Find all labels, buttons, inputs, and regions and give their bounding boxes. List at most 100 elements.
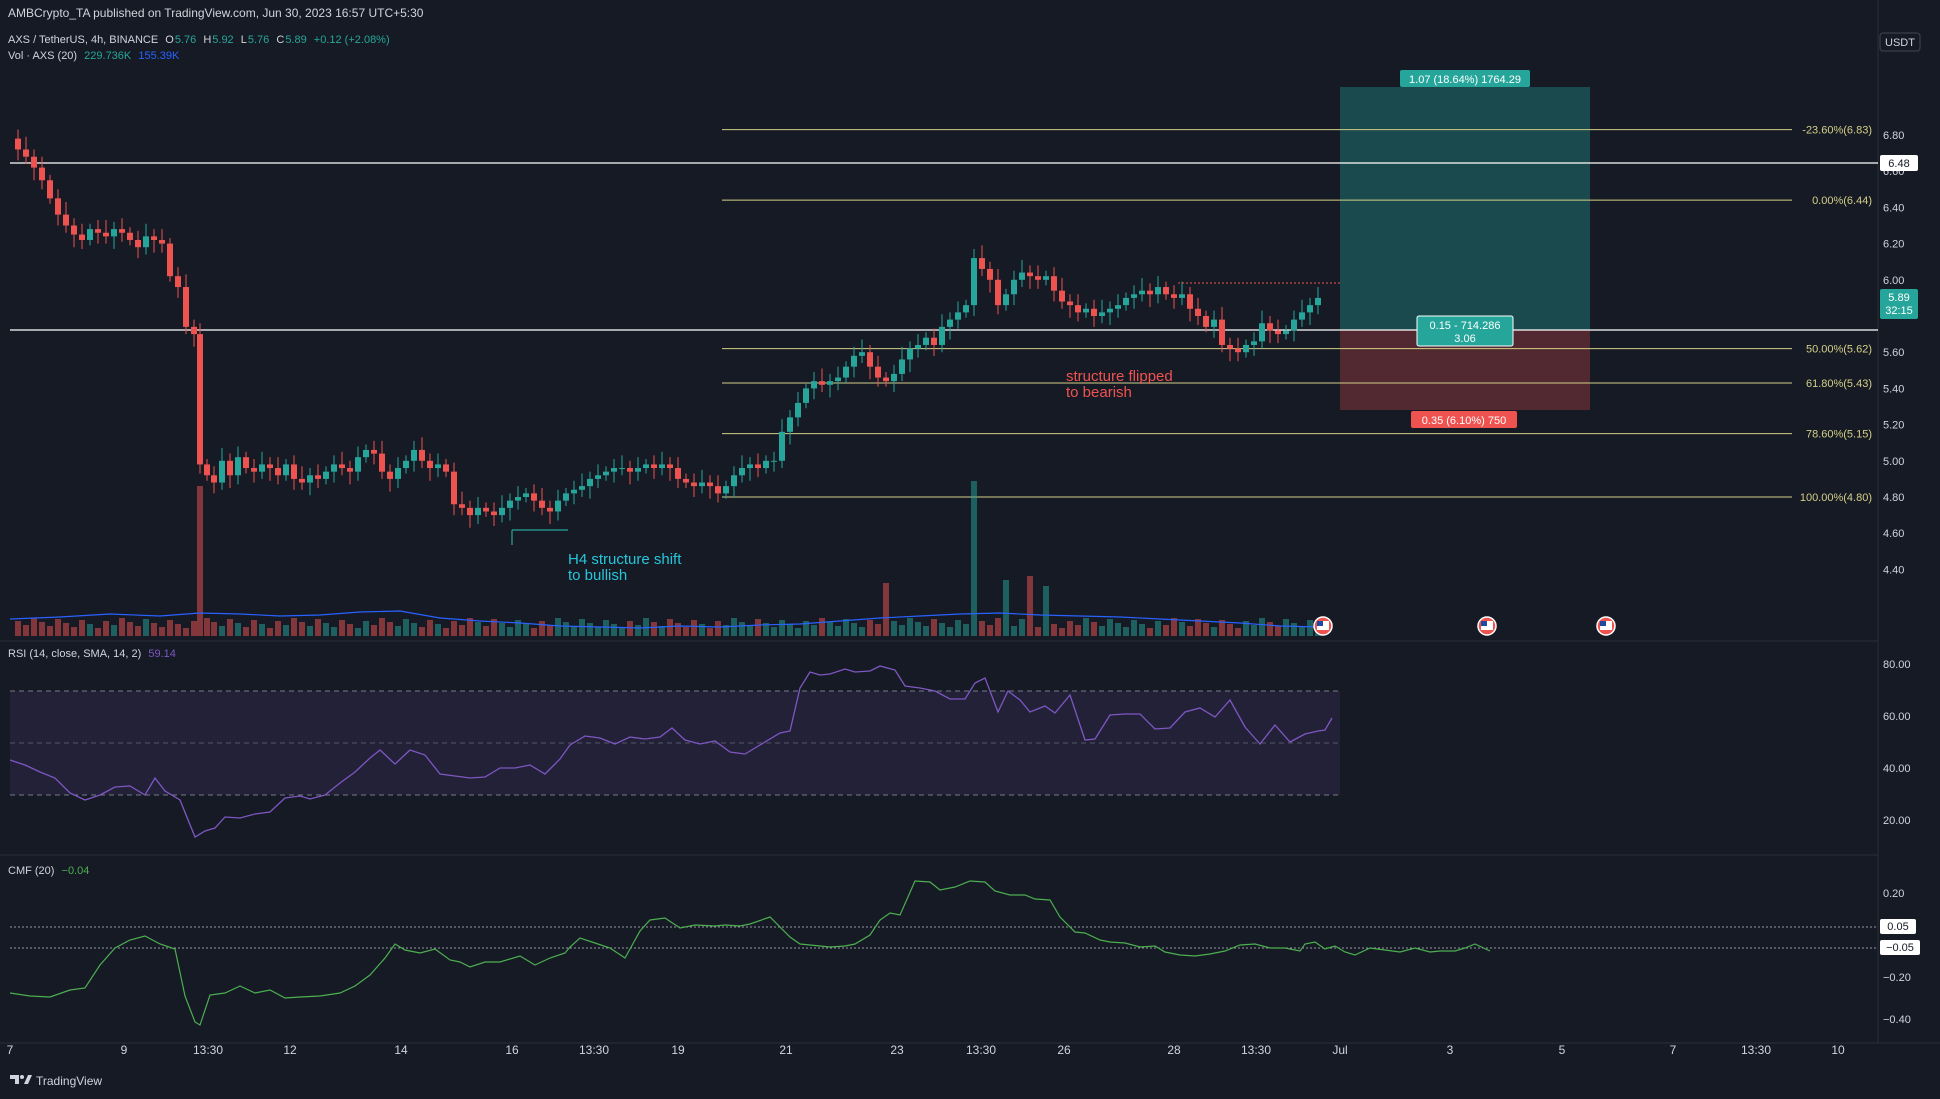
candle-body <box>523 493 529 497</box>
candle-body <box>379 453 385 472</box>
fib-level-label: 61.80%(5.43) <box>1806 378 1872 390</box>
price-tick: 5.60 <box>1883 347 1904 359</box>
rsi-legend[interactable]: RSI (14, close, SMA, 14, 2) 59.14 <box>8 648 180 660</box>
volume-bar <box>355 628 361 636</box>
candle-body <box>723 486 729 494</box>
volume-bar <box>675 623 681 636</box>
volume-label: Vol · AXS (20) <box>8 50 78 62</box>
candle-body <box>939 326 945 345</box>
price-axis[interactable]: 6.806.606.406.206.005.605.405.205.004.80… <box>1883 130 1904 576</box>
volume-bar <box>219 626 225 636</box>
volume-bar <box>667 619 673 636</box>
volume-bar <box>707 628 713 636</box>
candle-body <box>339 464 345 469</box>
volume-bar <box>643 618 649 636</box>
candle-body <box>699 482 705 487</box>
currency-label[interactable]: USDT <box>1879 32 1921 52</box>
candle-body <box>1267 323 1273 331</box>
volume-bar <box>1099 626 1105 636</box>
candle-body <box>111 229 117 237</box>
volume-bar <box>627 621 633 636</box>
price-tick: 5.20 <box>1883 420 1904 432</box>
us-flag-icon[interactable] <box>1477 616 1497 636</box>
volume-bar <box>1147 628 1153 636</box>
currency-text: USDT <box>1885 37 1915 49</box>
candle-body <box>1003 294 1009 306</box>
volume-bar <box>523 624 529 636</box>
candle-body <box>875 366 881 378</box>
volume-legend[interactable]: Vol · AXS (20) 229.736K 155.39K <box>8 50 183 62</box>
candle-body <box>1163 287 1169 295</box>
volume-bar <box>891 621 897 636</box>
cmf-tick: 0.20 <box>1883 888 1904 900</box>
volume-bar <box>731 618 737 636</box>
price-tick: 6.40 <box>1883 202 1904 214</box>
candle-body <box>739 468 745 476</box>
candle-body <box>1139 290 1145 295</box>
candle-body <box>363 449 369 458</box>
time-tick: 9 <box>121 1043 128 1057</box>
entry-label[interactable]: 0.15 - 714.286 3.06 <box>1416 315 1514 347</box>
cmf-axis[interactable]: 0.20 −0.20 −0.40 0.05 −0.05 <box>1880 888 1920 1026</box>
price-tick: 6.20 <box>1883 239 1904 251</box>
fib-level-label: 100.00%(4.80) <box>1800 492 1872 504</box>
symbol-legend[interactable]: AXS / TetherUS, 4h, BINANCE O5.76 H5.92 … <box>8 34 394 46</box>
volume-bar <box>931 619 937 636</box>
target-label[interactable]: 1.07 (18.64%) 1764.29 <box>1400 70 1530 87</box>
candle-body <box>1315 297 1321 306</box>
time-axis[interactable]: 7 9 13:30 12 14 16 13:30 19 21 23 13:30 26 28 13:30 Ju… <box>7 1043 1845 1057</box>
ohlc-high-label: H <box>203 34 212 46</box>
ohlc-close: 5.89 <box>285 34 307 46</box>
volume-bar <box>1179 622 1185 636</box>
volume-bar <box>1275 626 1281 636</box>
rsi-axis[interactable]: 80.00 60.00 40.00 20.00 <box>1883 659 1911 827</box>
candle-body <box>987 268 993 280</box>
candle-body <box>643 464 649 469</box>
volume-bar <box>1067 621 1073 636</box>
candle-body <box>971 258 977 306</box>
candle-body <box>835 377 841 382</box>
profit-zone[interactable] <box>1340 87 1590 330</box>
fibonacci-retracement[interactable]: -23.60%(6.83) 0.00%(6.44) 50.00%(5.62) 61.8… <box>722 125 1872 504</box>
volume-bar <box>159 627 165 636</box>
candle-body <box>1131 294 1137 298</box>
rsi-tick: 20.00 <box>1883 815 1911 827</box>
volume-bar <box>23 625 29 636</box>
volume-bar <box>1219 620 1225 636</box>
us-flag-icon[interactable] <box>1596 616 1616 636</box>
volume-bar <box>811 625 817 636</box>
volume-bar <box>651 622 657 636</box>
time-tick: 14 <box>394 1043 408 1057</box>
candle-body <box>143 236 149 248</box>
volume-bar <box>635 625 641 636</box>
volume-bar <box>111 625 117 636</box>
rsi-tick: 80.00 <box>1883 659 1911 671</box>
volume-bar <box>947 627 953 636</box>
volume-bar <box>191 621 197 636</box>
volume-bar <box>1163 625 1169 636</box>
volume-bar <box>379 618 385 636</box>
candle-body <box>1019 272 1025 280</box>
volume-bar <box>47 626 53 636</box>
entry-text-1: 0.15 - 714.286 <box>1430 320 1501 332</box>
volume-bar <box>259 624 265 636</box>
candle-body <box>659 464 665 469</box>
candle-body <box>691 482 697 487</box>
volume-bar <box>267 628 273 636</box>
candle-body <box>883 377 889 382</box>
volume-bar <box>467 618 473 636</box>
candle-body <box>899 359 905 374</box>
candle-body <box>47 180 53 199</box>
cmf-legend[interactable]: CMF (20) −0.04 <box>8 865 93 877</box>
tradingview-logo[interactable]: TradingView <box>10 1074 102 1088</box>
candle-body <box>827 381 833 385</box>
candle-body <box>63 214 69 226</box>
us-flag-icon[interactable] <box>1313 616 1333 636</box>
annotation-bullish-2: to bullish <box>568 567 627 584</box>
stop-label[interactable]: 0.35 (6.10%) 750 <box>1411 411 1517 428</box>
time-tick: 13:30 <box>1741 1043 1771 1057</box>
volume-bar <box>835 626 841 636</box>
volume-bar <box>907 618 913 636</box>
volume-bar <box>283 625 289 636</box>
